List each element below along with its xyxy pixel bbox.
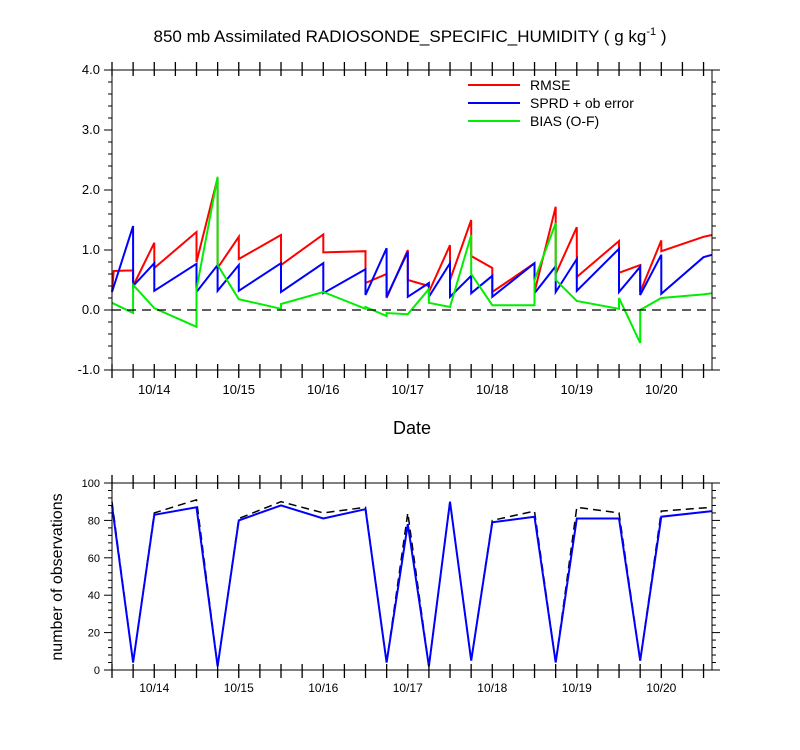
bot-xtick-label: 10/20 (646, 681, 676, 695)
bot-series-assimilated (111, 501, 713, 667)
top-xtick-label: 10/17 (392, 382, 425, 397)
chart-title: 850 mb Assimilated RADIOSONDE_SPECIFIC_H… (154, 26, 667, 46)
y-axis-label: number of observations (49, 493, 66, 660)
title-end: ) (656, 27, 666, 46)
bot-xtick-label: 10/17 (393, 681, 423, 695)
top-xtick-label: 10/20 (645, 382, 678, 397)
legend: RMSE SPRD + ob error BIAS (O-F) (468, 77, 634, 129)
bot-ytick-label: 0 (94, 665, 100, 677)
top-ytick-label: 0.0 (82, 302, 100, 317)
top-xtick-label: 10/18 (476, 382, 509, 397)
top-xtick-label: 10/14 (138, 382, 171, 397)
bot-xtick-label: 10/18 (477, 681, 507, 695)
legend-rmse-label: RMSE (530, 77, 570, 93)
bot-ytick-label: 80 (88, 515, 100, 527)
top-series-group (111, 176, 713, 344)
top-xtick-label: 10/19 (561, 382, 594, 397)
bot-ytick-label: 60 (88, 553, 100, 565)
bot-series-possible (111, 498, 713, 667)
bottom-plot-frame (111, 482, 713, 671)
legend-bias-label: BIAS (O-F) (530, 113, 599, 129)
rmse-chart: -1.0 0.0 1.0 2.0 3.0 4.0 10/14 10/15 10/16 10/17 1… (78, 62, 720, 438)
bot-xtick-label: 10/15 (224, 681, 254, 695)
observations-chart: 0 20 40 60 80 100 10/14 10/15 10/16 10/17 10/18 10/… (49, 475, 720, 695)
top-xtick-label: 10/15 (222, 382, 255, 397)
bottom-series-group (111, 498, 713, 667)
bot-ytick-label: 40 (88, 590, 100, 602)
top-plot-frame (111, 69, 713, 371)
top-ytick-label: 4.0 (82, 62, 100, 77)
top-xtick-label: 10/16 (307, 382, 340, 397)
top-axis-ticks: -1.0 0.0 1.0 2.0 3.0 4.0 10/14 10/15 10/16 10/17 1… (78, 62, 720, 397)
top-ytick-label: -1.0 (78, 362, 100, 377)
bot-xtick-label: 10/16 (308, 681, 338, 695)
legend-sprd-label: SPRD + ob error (530, 95, 634, 111)
top-ytick-label: 2.0 (82, 182, 100, 197)
x-axis-label: Date (393, 418, 431, 438)
top-series-rmse (111, 177, 713, 299)
bot-xtick-label: 10/14 (139, 681, 169, 695)
bot-ytick-label: 20 (88, 628, 100, 640)
top-ytick-label: 1.0 (82, 242, 100, 257)
title-main: 850 mb Assimilated RADIOSONDE_SPECIFIC_H… (154, 27, 647, 46)
bot-ytick-label: 100 (82, 478, 100, 490)
top-ytick-label: 3.0 (82, 122, 100, 137)
bottom-axis-ticks: 0 20 40 60 80 100 10/14 10/15 10/16 10/17 10/18 10/… (82, 475, 720, 695)
top-series-bias-o-f (111, 176, 713, 344)
bot-xtick-label: 10/19 (562, 681, 592, 695)
title-superscript: -1 (646, 26, 656, 38)
